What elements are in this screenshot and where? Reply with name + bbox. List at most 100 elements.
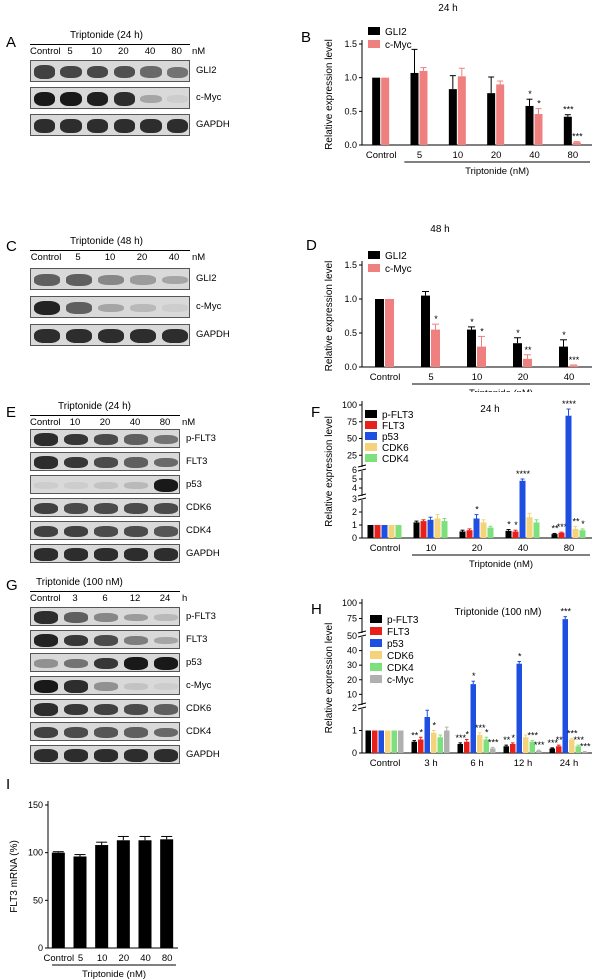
blot-band bbox=[34, 634, 58, 647]
bar bbox=[525, 105, 534, 145]
y-tick-label: 0.5 bbox=[344, 106, 357, 116]
y-tick-label: 1 bbox=[352, 520, 357, 530]
blot-band bbox=[94, 502, 118, 514]
legend-label: CDK4 bbox=[382, 454, 409, 465]
significance-star: * bbox=[537, 99, 541, 109]
bar bbox=[477, 346, 486, 367]
blot-band bbox=[64, 634, 88, 647]
y-tick-label: 0.0 bbox=[344, 140, 357, 150]
significance-star: * bbox=[511, 733, 515, 743]
significance-star: * bbox=[432, 721, 436, 731]
unit-label: nM bbox=[192, 252, 206, 263]
lane-label: 10 bbox=[104, 252, 116, 263]
axis-break bbox=[357, 634, 367, 638]
blot-band bbox=[94, 657, 118, 670]
blot-band bbox=[34, 726, 58, 739]
chart-title: 48 h bbox=[430, 224, 449, 235]
significance-star: ** bbox=[524, 345, 532, 355]
axis-break bbox=[357, 493, 367, 497]
blot-band bbox=[154, 614, 178, 621]
blot-band bbox=[124, 683, 148, 690]
bar bbox=[470, 684, 476, 753]
blot-band bbox=[167, 66, 189, 78]
bar bbox=[372, 730, 378, 753]
x-tick-label: 10 bbox=[453, 150, 464, 161]
significance-star: *** bbox=[560, 607, 571, 617]
significance-star: *** bbox=[547, 738, 558, 748]
y-axis-label: Relative expression level bbox=[324, 261, 335, 372]
bar bbox=[448, 89, 457, 145]
bar bbox=[516, 663, 522, 753]
significance-star: *** bbox=[580, 741, 591, 751]
axis-break bbox=[358, 467, 366, 471]
bar bbox=[477, 735, 483, 753]
legend-label: p-FLT3 bbox=[387, 615, 419, 626]
y-tick-label: 30 bbox=[347, 660, 357, 670]
chart-title: 24 h bbox=[438, 3, 457, 14]
bar-chart-h: Triptonide (100 nM) Relative expression l… bbox=[324, 598, 592, 769]
blot-band bbox=[130, 304, 156, 312]
blot-band bbox=[94, 727, 118, 738]
bar bbox=[533, 522, 540, 538]
strip-label: FLT3 bbox=[186, 455, 208, 467]
blot-band bbox=[64, 456, 88, 469]
panel-letter-g: G bbox=[6, 577, 18, 594]
y-tick-label: 1 bbox=[352, 726, 357, 736]
strip-label: p53 bbox=[186, 478, 202, 490]
y-tick-label: 0.0 bbox=[344, 362, 357, 372]
panel-letter-i: I bbox=[6, 776, 11, 793]
legend-swatch bbox=[370, 651, 382, 659]
y-tick-label: 75 bbox=[347, 614, 357, 624]
blot-band bbox=[34, 525, 58, 538]
significance-star: *** bbox=[475, 723, 486, 733]
strip-label: GAPDH bbox=[196, 329, 230, 340]
strip-label: CDK4 bbox=[186, 524, 212, 536]
blot-strip bbox=[30, 544, 180, 563]
axis-break bbox=[357, 497, 367, 501]
blot-band bbox=[140, 66, 162, 78]
blot-band bbox=[154, 749, 178, 762]
y-tick-label: 50 bbox=[347, 434, 357, 444]
bar bbox=[367, 525, 374, 538]
strip-label: c-Myc bbox=[186, 679, 212, 691]
bar bbox=[505, 530, 512, 538]
blot-band bbox=[124, 482, 148, 489]
blot-band bbox=[124, 635, 148, 646]
panel-letter-a: A bbox=[6, 34, 17, 51]
significance-star: *** bbox=[534, 740, 545, 750]
bar bbox=[431, 732, 437, 753]
legend-swatch bbox=[365, 410, 377, 418]
legend-label: p53 bbox=[382, 432, 399, 443]
blot-band bbox=[60, 118, 82, 134]
x-tick-label: 5 bbox=[417, 150, 422, 161]
panel-letter-b: B bbox=[301, 29, 312, 46]
bar bbox=[503, 746, 509, 753]
blot-band bbox=[33, 65, 55, 79]
strip-label: p-FLT3 bbox=[186, 610, 216, 622]
blot-strip bbox=[30, 114, 190, 136]
lane-label: 40 bbox=[144, 46, 156, 57]
blot-strip bbox=[30, 60, 190, 82]
blot-band bbox=[154, 636, 178, 645]
blot-strip bbox=[30, 699, 180, 718]
y-tick-label: 0.5 bbox=[344, 328, 357, 338]
significance-star: * bbox=[475, 505, 479, 515]
strip-label: GAPDH bbox=[186, 547, 220, 559]
legend-label: CDK6 bbox=[382, 443, 409, 454]
significance-star: * bbox=[419, 727, 423, 737]
blot-strip bbox=[30, 475, 180, 494]
blot-band bbox=[113, 118, 135, 134]
blot-band bbox=[34, 749, 58, 762]
blot-band bbox=[94, 525, 118, 537]
blot-title: Triptonide (48 h) bbox=[70, 236, 143, 247]
legend-swatch bbox=[370, 675, 382, 683]
blot-band bbox=[124, 457, 148, 468]
blot-band bbox=[124, 525, 148, 537]
bar bbox=[73, 856, 87, 948]
bar bbox=[419, 70, 428, 145]
bar bbox=[483, 739, 489, 753]
blot-band bbox=[94, 682, 118, 691]
blot-band bbox=[94, 613, 118, 622]
lane-label: 5 bbox=[75, 252, 81, 263]
blot-band bbox=[64, 482, 88, 489]
